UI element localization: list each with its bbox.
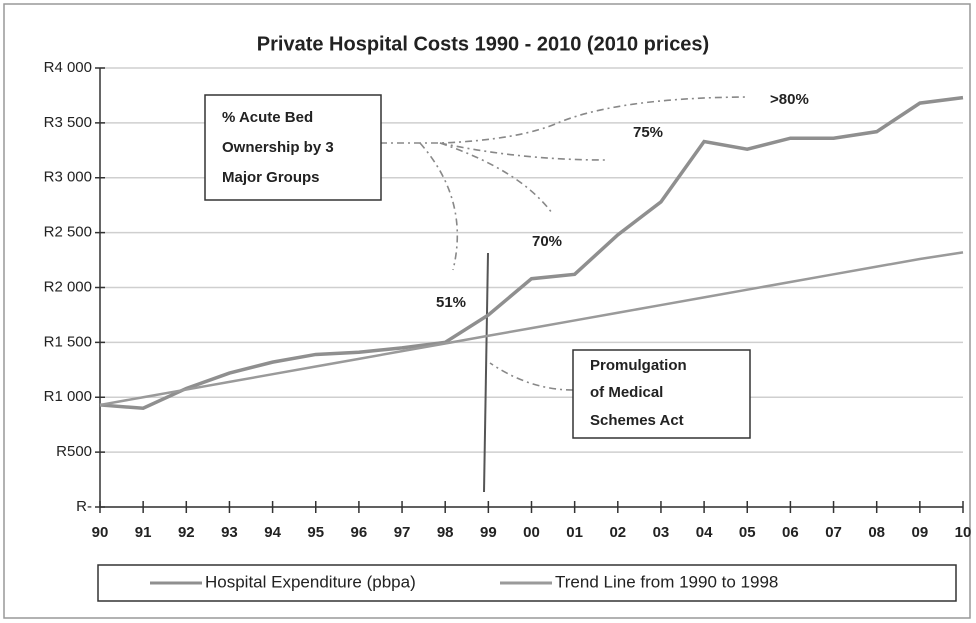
- chart-border: [3, 3, 971, 619]
- x-tick-label: 08: [868, 524, 885, 541]
- x-tick-label: 91: [135, 524, 152, 541]
- x-tick-label: 93: [221, 524, 238, 541]
- y-tick-label: R500: [56, 443, 92, 460]
- y-tick-label: R3 000: [44, 169, 92, 186]
- x-tick-label: 97: [394, 524, 411, 541]
- x-tick-label: 98: [437, 524, 454, 541]
- x-tick-label: 03: [653, 524, 670, 541]
- x-tick-label: 07: [825, 524, 842, 541]
- arrow: [439, 142, 553, 214]
- x-tick-label: 01: [566, 524, 583, 541]
- x-tick-label: 06: [782, 524, 799, 541]
- x-tick-label: 10: [955, 524, 972, 541]
- act-marker-line: [483, 252, 489, 493]
- annotation-text: % Acute Bed: [222, 109, 313, 126]
- y-tick-label: R3 500: [44, 114, 92, 131]
- y-tick-label: R1 000: [44, 388, 92, 405]
- y-tick-label: R-: [76, 498, 92, 515]
- arrow: [380, 96, 746, 144]
- series-line: [99, 95, 964, 411]
- y-tick-label: R2 000: [44, 278, 92, 295]
- annotation-box: [572, 349, 751, 439]
- series-line: [99, 251, 964, 407]
- x-tick-label: 90: [92, 524, 109, 541]
- annotation-text: Promulgation: [590, 357, 687, 374]
- legend-label: Hospital Expenditure (pbpa): [205, 572, 416, 591]
- y-tick-label: R1 500: [44, 333, 92, 350]
- y-tick-label: R4 000: [44, 59, 92, 76]
- annotation-label: >80%: [770, 91, 809, 108]
- annotation-box: [204, 94, 382, 201]
- x-tick-label: 02: [609, 524, 626, 541]
- x-tick-label: 92: [178, 524, 195, 541]
- annotation-text: Schemes Act: [590, 412, 684, 429]
- chart-title: Private Hospital Costs 1990 - 2010 (2010…: [257, 33, 709, 55]
- arrow: [419, 142, 459, 271]
- arrow: [489, 362, 574, 391]
- x-tick-label: 94: [264, 524, 281, 541]
- annotation-label: 51%: [436, 294, 466, 311]
- annotation-label: 70%: [532, 233, 562, 250]
- x-tick-label: 00: [523, 524, 540, 541]
- y-tick-label: R2 500: [44, 224, 92, 241]
- x-tick-label: 04: [696, 524, 713, 541]
- annotation-text: Major Groups: [222, 169, 320, 186]
- annotation-label: 75%: [633, 124, 663, 141]
- annotation-text: Ownership by 3: [222, 139, 334, 156]
- x-tick-label: 99: [480, 524, 497, 541]
- annotation-text: of Medical: [590, 384, 663, 401]
- arrow: [439, 142, 606, 161]
- x-tick-label: 96: [351, 524, 368, 541]
- x-tick-label: 05: [739, 524, 756, 541]
- legend-label: Trend Line from 1990 to 1998: [555, 572, 778, 591]
- x-tick-label: 95: [307, 524, 324, 541]
- x-tick-label: 09: [912, 524, 929, 541]
